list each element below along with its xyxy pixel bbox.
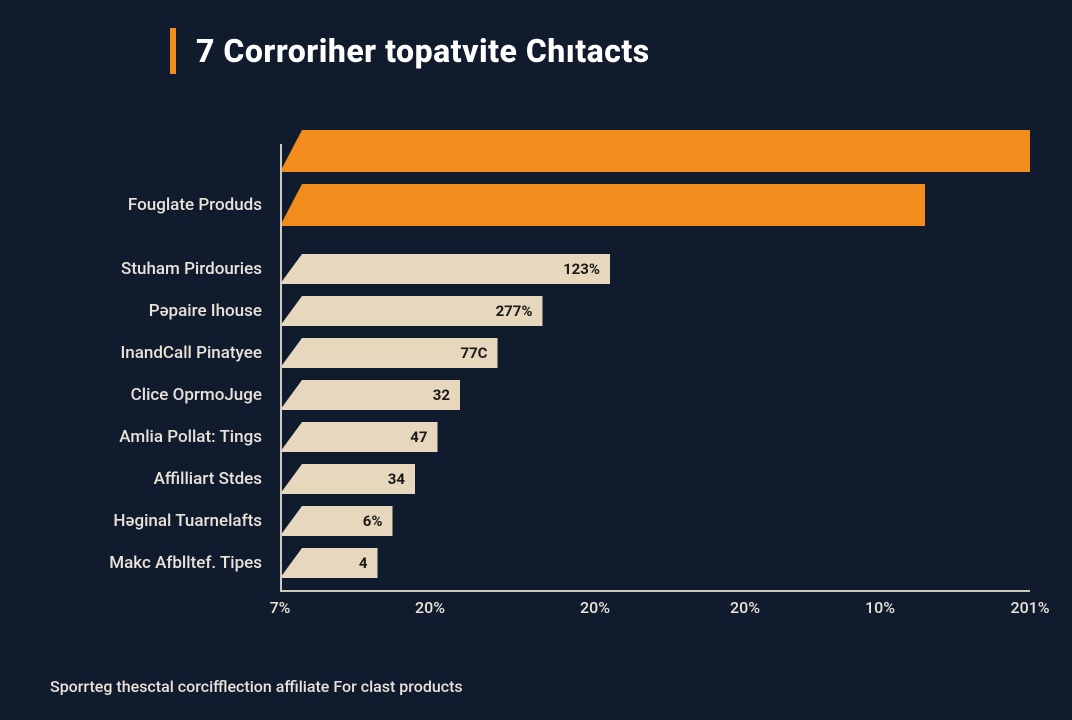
bar-row: Fouglate Produds621% <box>50 184 1030 226</box>
bar-value: 47 <box>410 428 427 446</box>
x-tick: 10% <box>865 598 895 617</box>
chart-title: 7 Corroriher topatvite Chıtacts <box>196 32 650 70</box>
bar-track: 32 <box>280 380 1030 410</box>
bar-row: Clice OprmoJuge 32 <box>50 380 1030 410</box>
bar-row: Affilliart Stdes 34 <box>50 464 1030 494</box>
bar-row: Makc Afblltef. Tipes 4 <box>50 548 1030 578</box>
bar-row: Amlia Pollat: Tings 47 <box>50 422 1030 452</box>
bar-value: 63S% <box>1047 142 1072 160</box>
x-tick: 20% <box>580 598 610 617</box>
bar-track: 123% <box>280 254 1030 284</box>
bar-value: 4 <box>359 554 368 572</box>
footer-caption: Sporrteg thesctal corcifflection affilia… <box>50 677 463 696</box>
bar: 621% <box>280 184 925 226</box>
bar: 32 <box>280 380 460 410</box>
bar: 47 <box>280 422 438 452</box>
bar-label: Amlia Pollat: Tings <box>50 427 280 447</box>
bar-row: 63S% <box>50 130 1030 172</box>
bar-track: 6% <box>280 506 1030 536</box>
bar-value: 123% <box>563 260 600 278</box>
bar: 63S% <box>280 130 1030 172</box>
x-tick: 7% <box>270 598 291 617</box>
bar-label: InandCall Pinatyee <box>50 343 280 363</box>
bar-label: Hәginal Tuarnelafts <box>50 511 280 531</box>
bar: 277% <box>280 296 543 326</box>
title-block: 7 Corroriher topatvite Chıtacts <box>170 28 650 74</box>
bar-value: 621% <box>943 196 980 214</box>
bar-track: 77C <box>280 338 1030 368</box>
bar-row: InandCall Pinatyee 77C <box>50 338 1030 368</box>
bar: 4 <box>280 548 378 578</box>
bar-track: 4 <box>280 548 1030 578</box>
title-accent-bar <box>170 28 176 74</box>
bar: 123% <box>280 254 610 284</box>
bar-value: 6% <box>363 512 383 530</box>
bar-row: Hәginal Tuarnelafts 6% <box>50 506 1030 536</box>
y-axis-line <box>280 144 282 592</box>
bar-label: Pәpaire Ihouse <box>50 301 280 321</box>
x-tick: 20% <box>730 598 760 617</box>
bar-label: Clice OprmoJuge <box>50 385 280 405</box>
x-tick: 201% <box>1010 598 1049 617</box>
bar: 77C <box>280 338 498 368</box>
bar-value: 32 <box>433 386 450 404</box>
bar-row: Pәpaire Ihouse 277% <box>50 296 1030 326</box>
bar-track: 63S% <box>280 130 1030 172</box>
bar-value: 77C <box>460 344 487 362</box>
bar-value: 277% <box>496 302 533 320</box>
bar-row: Stuham Pirdouries 123% <box>50 254 1030 284</box>
bar: 6% <box>280 506 393 536</box>
bar-track: 621% <box>280 184 1030 226</box>
bar-label: Fouglate Produds <box>50 195 280 215</box>
bar-label: Affilliart Stdes <box>50 469 280 489</box>
bar-label: Stuham Pirdouries <box>50 259 280 279</box>
bar: 34 <box>280 464 415 494</box>
bar-chart: 63S%Fouglate Produds621%Stuham Pirdourie… <box>50 130 1030 620</box>
x-tick: 20% <box>415 598 445 617</box>
x-axis: 7%20%20%20%10%201% <box>280 590 1030 620</box>
bar-track: 47 <box>280 422 1030 452</box>
bar-label: Makc Afblltef. Tipes <box>50 553 280 573</box>
bar-value: 34 <box>388 470 405 488</box>
bar-track: 277% <box>280 296 1030 326</box>
bar-track: 34 <box>280 464 1030 494</box>
